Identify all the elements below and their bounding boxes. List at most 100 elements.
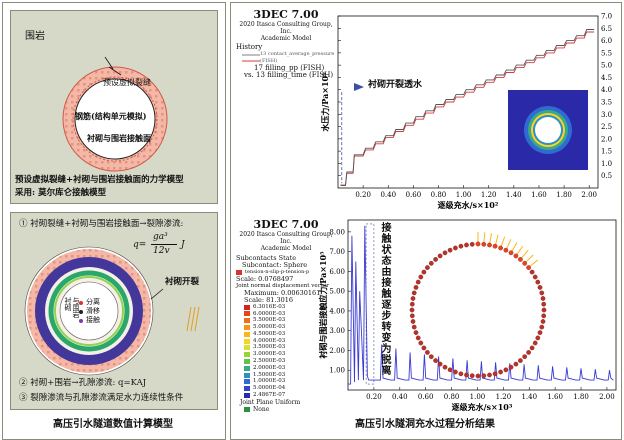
rebar-label: 钢筋(结构单元模拟) bbox=[75, 111, 147, 121]
colorbar-swatch bbox=[244, 311, 250, 317]
subcontact-point bbox=[539, 290, 545, 296]
subcontact-point bbox=[428, 354, 434, 360]
subcontact-point bbox=[498, 245, 503, 251]
colorbar-row: 5.5000E-03 bbox=[244, 317, 354, 324]
colorbar-swatch bbox=[244, 386, 250, 392]
subcontact-point bbox=[413, 285, 419, 290]
lining-contact-ring bbox=[48, 270, 130, 352]
bottom-banner-title: 3DEC 7.00 bbox=[253, 218, 319, 231]
subcontact-point bbox=[492, 243, 498, 249]
pressure-annotation-arrow bbox=[354, 83, 364, 91]
colorbar-row: 2.4867E-07 bbox=[244, 392, 354, 399]
subcontact-point bbox=[418, 340, 424, 346]
lining-inner bbox=[74, 78, 156, 160]
history-legend-swatches bbox=[242, 54, 260, 62]
scale-line: Scale: 0.0768497 bbox=[236, 274, 294, 283]
contour-inset bbox=[508, 90, 588, 170]
y-tick-label: 7.00 bbox=[329, 248, 345, 256]
y-tick-label: 4.0 bbox=[601, 86, 612, 94]
y-tick-label: 2.0 bbox=[601, 135, 612, 143]
subcontact-point bbox=[437, 253, 443, 259]
subcontact-point bbox=[529, 345, 535, 351]
plot-area bbox=[347, 219, 617, 391]
contact-stress-chart: 0.20 0.40 0.60 0.80 1.00 1.20 1.40 1.60 1.80 2.00… bbox=[318, 219, 617, 412]
subcontact-legend-text: tension-n-slip-p-tension-p bbox=[245, 268, 310, 275]
history-sub: 13 contact_average_pressure (FISH) bbox=[260, 51, 335, 64]
x-tick-label: 0.80 bbox=[431, 191, 447, 199]
colorbar-swatch bbox=[244, 325, 250, 331]
x-tick-label: 1.20 bbox=[496, 393, 512, 401]
x-tick-label: 1.00 bbox=[470, 393, 486, 401]
subcontact-point bbox=[464, 372, 469, 378]
y-tick-label: 2.5 bbox=[601, 123, 612, 131]
model-description-2: 采用: 莫尔库仑接触模型 bbox=[15, 188, 107, 198]
y-tick-label: 0.5 bbox=[601, 172, 612, 180]
series-line-0 bbox=[340, 31, 595, 186]
x-tick-label: 1.60 bbox=[531, 191, 547, 199]
subcontact-point bbox=[421, 269, 427, 275]
y-tick-label: 5.0 bbox=[601, 62, 612, 70]
x-tick-label: 2.00 bbox=[581, 191, 597, 199]
subcontact-point bbox=[475, 241, 481, 247]
subcontact-point bbox=[540, 319, 546, 324]
colorbar-row: 1.0000E-03 bbox=[244, 378, 354, 386]
subcontact-point bbox=[537, 330, 543, 335]
subcontact-point bbox=[522, 354, 528, 360]
series-line-0 bbox=[348, 225, 614, 385]
subcontact-point bbox=[532, 340, 538, 346]
top-banner-line-2: Academic Model bbox=[260, 35, 312, 42]
joint-title: Joint normal displacement vector bbox=[236, 282, 329, 289]
subcontact-point bbox=[526, 265, 531, 270]
model-description-1: 预设虚拟裂缝+衬砌与围岩接触面的力学模型 bbox=[15, 175, 184, 185]
subcontact-point bbox=[425, 350, 430, 355]
x-tick-label: 0.40 bbox=[380, 191, 396, 199]
tunnel-section-diagram bbox=[62, 56, 168, 172]
subcontact-point bbox=[421, 345, 427, 351]
bottom-banner: 3DEC 7.00 2020 Itasca Consulting Group, … bbox=[236, 218, 354, 413]
subcontact-point bbox=[539, 324, 545, 330]
subcontact-point bbox=[415, 279, 421, 285]
x-tick-label: 1.00 bbox=[456, 191, 472, 199]
subcontact-point bbox=[469, 241, 475, 247]
x-tick-label: 1.40 bbox=[521, 393, 537, 401]
subcontact-point bbox=[464, 242, 469, 248]
subcontact-point bbox=[513, 253, 519, 259]
y-tick-label: 4.00 bbox=[329, 307, 345, 315]
subcontact-point bbox=[447, 367, 453, 373]
subcontact-point bbox=[541, 307, 547, 313]
formula-j: J bbox=[181, 240, 185, 250]
subcontact-point bbox=[541, 301, 547, 307]
colorbar-swatch bbox=[244, 365, 250, 371]
colorbar-value: 4.0000E-03 bbox=[253, 337, 286, 344]
y-tick-label: 3.5 bbox=[601, 99, 612, 107]
subcontact-point bbox=[532, 274, 538, 280]
colorbar-value: 3.0000E-03 bbox=[253, 351, 286, 358]
colorbar-row: 3.0000E-03 bbox=[244, 351, 354, 358]
inner-label-lining: 衬砌 bbox=[64, 297, 72, 311]
y-tick-label: 8.00 bbox=[329, 228, 345, 236]
legend-slip-dot bbox=[79, 310, 83, 314]
contact-annotation: 接触状态由接触逐步转变为脱离 bbox=[379, 222, 390, 376]
none-legend-item: None bbox=[244, 406, 354, 413]
legend-separate-dot bbox=[79, 301, 83, 305]
colorbar-value: 5.0000E-04 bbox=[253, 385, 286, 392]
joint-plane: Joint Plane Uniform bbox=[240, 398, 301, 406]
subcontact-point bbox=[540, 296, 546, 301]
colorbar-value: 3.5000E-03 bbox=[253, 344, 286, 351]
colorbar-swatch bbox=[244, 304, 250, 310]
y-tick-label: 6.5 bbox=[601, 25, 612, 33]
colorbar-legend: 6.3016E-03 6.0000E-03 5.5000E-03 5.0000E-03… bbox=[244, 304, 354, 399]
subcontact-point bbox=[508, 250, 514, 256]
x-tick-label: 0.60 bbox=[418, 393, 434, 401]
subcontact-point bbox=[410, 296, 416, 301]
subcontact-point bbox=[537, 285, 543, 290]
pressure-annotation: 衬砌开裂透水 bbox=[368, 80, 423, 90]
x-tick-label: 1.80 bbox=[573, 393, 589, 401]
top-banner: 3DEC 7.00 2020 Itasca Consulting Group, … bbox=[236, 8, 336, 79]
legend-separate-label: 分离 bbox=[86, 298, 100, 306]
subcontact-point bbox=[428, 260, 434, 266]
colorbar-swatch bbox=[244, 352, 250, 358]
colorbar-swatch bbox=[244, 331, 250, 337]
subcontact-point bbox=[503, 247, 509, 253]
colorbar-row: 4.5000E-03 bbox=[244, 331, 354, 338]
